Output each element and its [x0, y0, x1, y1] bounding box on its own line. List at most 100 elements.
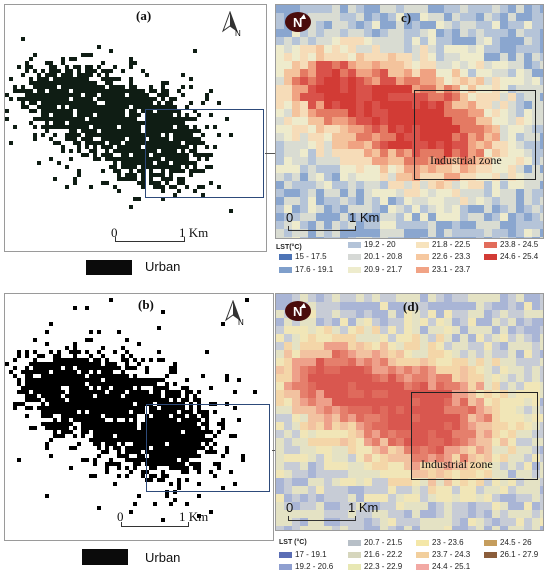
scale-km-a: 1 Km: [179, 225, 209, 240]
scale-km-d: 1 Km: [348, 500, 379, 515]
lst-legend-d-swatch: [348, 551, 361, 558]
urban-legend-swatch-bottom: [82, 549, 128, 565]
lst-legend-d-item: 17 - 19.1: [279, 550, 327, 559]
urban-legend-label-top: Urban: [145, 259, 181, 274]
urban-map-b: [5, 298, 257, 522]
lst-legend-c-range-label: 23.8 - 24.5: [500, 240, 539, 249]
lst-legend-c-swatch: [484, 241, 497, 248]
lst-legend-d-item: 24.5 - 26: [484, 538, 532, 547]
lst-legend-c-range-label: 17.6 - 19.1: [295, 265, 334, 274]
lst-legend-d-item: 21.6 - 22.2: [348, 550, 402, 559]
lst-legend-c-swatch: [348, 266, 361, 273]
lst-legend-d-range-label: 22.3 - 22.9: [364, 562, 403, 571]
north-label: N: [235, 29, 241, 37]
lst-legend-c-item: 23.1 - 23.7: [416, 265, 470, 274]
svg-text:N: N: [238, 318, 244, 326]
lst-legend-c-range-label: 24.6 - 25.4: [500, 252, 539, 261]
lst-legend-d-range-label: 20.7 - 21.5: [364, 538, 403, 547]
scale-zero-b: 0: [117, 509, 124, 524]
north-arrow-icon: N: [285, 12, 311, 32]
lst-legend-d-item: 23 - 23.6: [416, 538, 464, 547]
lst-legend-c-item: 20.1 - 20.8: [348, 252, 402, 261]
lst-legend-c-swatch: [416, 266, 429, 273]
lst-legend-c-item: 22.6 - 23.3: [416, 252, 470, 261]
lst-legend-c-swatch: [484, 253, 497, 260]
lst-legend-c-swatch: [348, 241, 361, 248]
lst-legend-c-range-label: 22.6 - 23.3: [432, 252, 471, 261]
scale-bar-c: [288, 226, 356, 231]
scale-bar-d: [288, 516, 356, 521]
lst-legend-d-swatch: [279, 563, 292, 570]
urban-map-panel-b: (b) N 0 1 Km: [4, 293, 274, 541]
lst-legend-d-range-label: 17 - 19.1: [295, 550, 327, 559]
industrial-zone-label-d: Industrial zone: [421, 457, 493, 471]
lst-legend-c-range-label: 15 - 17.5: [295, 252, 327, 261]
lst-legend-d-swatch: [348, 563, 361, 570]
lst-legend-d-swatch: [484, 539, 497, 546]
lst-legend-c-swatch: [279, 266, 292, 273]
lst-legend-c-item: 17.6 - 19.1: [279, 265, 333, 274]
lst-legend-c-range-label: 23.1 - 23.7: [432, 265, 471, 274]
lst-legend-d-item: 24.4 - 25.1: [416, 562, 470, 571]
lst-legend-title-c: LST(°C): [276, 244, 302, 251]
lst-legend-d-range-label: 24.4 - 25.1: [432, 562, 471, 571]
lst-map-c: [276, 5, 543, 238]
lst-legend-d-swatch: [348, 539, 361, 546]
lst-legend-d-swatch: [416, 539, 429, 546]
lst-legend-d-swatch: [416, 551, 429, 558]
industrial-zone-box-a: [145, 109, 264, 198]
scale-zero-a: 0: [111, 225, 118, 240]
scale-zero-c: 0: [286, 210, 294, 225]
industrial-zone-label-c: Industrial zone: [430, 153, 502, 167]
lst-legend-title-d: LST (°C): [279, 539, 307, 546]
lst-legend-c-range-label: 21.8 - 22.5: [432, 240, 471, 249]
lst-legend-d-range-label: 24.5 - 26: [500, 538, 532, 547]
lst-legend-c-item: 24.6 - 25.4: [484, 252, 538, 261]
lst-map-panel-c: c) N Industrial zone 0 1 Km: [275, 4, 544, 239]
lst-legend-c-range-label: 20.1 - 20.8: [364, 252, 403, 261]
lst-legend-c-item: 19.2 - 20: [348, 240, 396, 249]
lst-legend-d-range-label: 26.1 - 27.9: [500, 550, 539, 559]
industrial-zone-box-d: [411, 392, 538, 480]
north-arrow-icon: N: [285, 301, 311, 321]
lst-legend-d-item: 22.3 - 22.9: [348, 562, 402, 571]
lst-legend-c-item: 20.9 - 21.7: [348, 265, 402, 274]
svg-text:N: N: [293, 15, 302, 30]
lst-legend-c-swatch: [416, 241, 429, 248]
lst-legend-d-item: 20.7 - 21.5: [348, 538, 402, 547]
lst-legend-d-item: 19.2 - 20.6: [279, 562, 333, 571]
lst-legend-c-item: 15 - 17.5: [279, 252, 327, 261]
lst-legend-d-range-label: 23.7 - 24.3: [432, 550, 471, 559]
north-arrow-icon: N: [224, 300, 244, 326]
lst-legend-c-range-label: 20.9 - 21.7: [364, 265, 403, 274]
panel-label-a: (a): [136, 8, 152, 23]
lst-legend-c-item: 21.8 - 22.5: [416, 240, 470, 249]
industrial-zone-box-b: [146, 404, 270, 492]
lst-legend-d-range-label: 19.2 - 20.6: [295, 562, 334, 571]
lst-map-panel-d: (d) N Industrial zone 0 1 Km: [275, 293, 544, 531]
panel-label-d: (d): [403, 299, 419, 314]
scale-bar-a: [115, 237, 185, 242]
north-arrow-icon: N: [221, 11, 241, 37]
lst-legend-d-range-label: 21.6 - 22.2: [364, 550, 403, 559]
urban-map-panel-a: (a) N 0 1 Km: [4, 4, 267, 252]
urban-map-a: [5, 37, 233, 213]
industrial-zone-box-c: [414, 90, 536, 180]
lst-legend-d-item: 23.7 - 24.3: [416, 550, 470, 559]
lst-legend-d-item: 26.1 - 27.9: [484, 550, 538, 559]
svg-text:N: N: [293, 304, 302, 319]
lst-legend-d-swatch: [484, 551, 497, 558]
scale-bar-b: [121, 522, 189, 527]
panel-label-c: c): [401, 10, 412, 25]
lst-legend-c-swatch: [416, 253, 429, 260]
scale-km-b: 1 Km: [179, 509, 209, 524]
scale-zero-d: 0: [286, 500, 294, 515]
urban-legend-swatch-top: [86, 260, 132, 275]
lst-legend-c-swatch: [279, 253, 292, 260]
lst-legend-c-range-label: 19.2 - 20: [364, 240, 396, 249]
panel-label-b: (b): [138, 297, 154, 312]
lst-legend-d-range-label: 23 - 23.6: [432, 538, 464, 547]
lst-legend-d-swatch: [279, 551, 292, 558]
lst-legend-c-swatch: [348, 253, 361, 260]
lst-legend-d-swatch: [416, 563, 429, 570]
